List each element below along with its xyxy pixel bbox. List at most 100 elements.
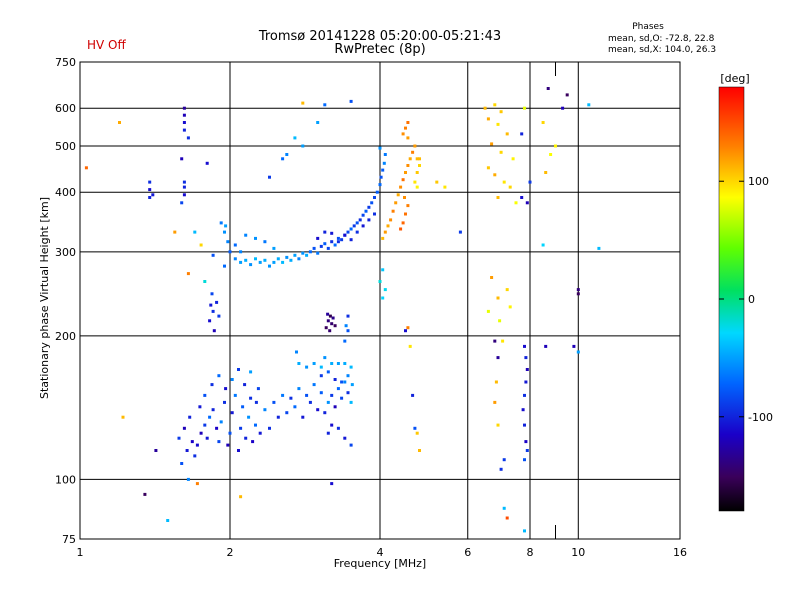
echo-point <box>494 380 498 384</box>
phases-x-stats: mean, sd,X: 104.0, 26.3 <box>608 45 716 55</box>
echo-point <box>496 196 500 199</box>
echo-point <box>404 126 407 130</box>
echo-point <box>219 221 223 225</box>
echo-point <box>404 171 407 174</box>
echo-point <box>493 103 497 107</box>
echo-point <box>276 415 280 419</box>
echo-point <box>502 506 506 510</box>
echo-point <box>211 309 215 313</box>
echo-point <box>249 263 253 267</box>
echo-point <box>561 106 565 110</box>
echo-point <box>190 440 194 444</box>
echo-point <box>346 230 350 234</box>
echo-point <box>523 423 526 427</box>
echo-point <box>415 157 419 161</box>
echo-point <box>336 236 340 240</box>
echo-point <box>328 329 332 333</box>
echo-point <box>554 144 557 148</box>
echo-point <box>319 391 323 395</box>
echo-point <box>254 236 257 240</box>
echo-point <box>381 296 385 300</box>
echo-point <box>525 449 529 452</box>
y-tick-label: 100 <box>55 473 76 486</box>
echo-point <box>219 420 223 424</box>
x-tick-label: 4 <box>377 546 384 559</box>
echo-point <box>281 260 285 264</box>
echo-point <box>404 212 407 216</box>
echo-point <box>328 314 332 318</box>
echo-point <box>541 121 545 124</box>
echo-point <box>496 122 500 126</box>
echo-point <box>383 230 387 234</box>
echo-point <box>346 314 350 318</box>
echo-point <box>215 426 219 430</box>
echo-point <box>523 344 526 348</box>
echo-point <box>244 233 248 237</box>
echo-point <box>312 362 316 365</box>
echo-point <box>331 316 335 320</box>
echo-point <box>244 258 248 262</box>
echo-point <box>319 365 323 369</box>
echo-point <box>544 171 548 174</box>
echo-point <box>268 426 271 430</box>
echo-point <box>215 300 219 304</box>
echo-point <box>490 276 494 279</box>
echo-point <box>326 246 330 250</box>
echo-point <box>336 240 340 244</box>
echo-point <box>224 224 228 228</box>
x-tick-label: 1 <box>77 546 84 559</box>
echo-point <box>349 99 353 103</box>
echo-point <box>343 339 347 343</box>
echo-point <box>308 400 312 404</box>
echo-point <box>524 356 528 360</box>
echo-point <box>203 393 207 397</box>
echo-point <box>544 344 548 348</box>
echo-point <box>239 426 243 430</box>
y-tick-label: 600 <box>55 102 76 115</box>
echo-point <box>340 380 344 384</box>
echo-point <box>324 326 328 330</box>
echo-point <box>413 144 417 148</box>
echo-point <box>523 529 526 533</box>
echo-point <box>211 408 215 412</box>
y-axis-label: Stationary phase Virtual Height [km] <box>38 197 51 399</box>
x-tick-label: 10 <box>571 546 585 559</box>
echo-point <box>381 268 385 272</box>
echo-point <box>413 426 417 430</box>
echo-point <box>343 380 347 384</box>
echo-point <box>349 443 353 447</box>
echo-point <box>358 218 362 222</box>
echo-point <box>336 362 340 365</box>
echo-point <box>223 230 226 234</box>
echo-point <box>330 362 334 365</box>
echo-point <box>254 400 258 404</box>
echo-point <box>281 157 285 161</box>
echo-point <box>458 230 462 234</box>
echo-point <box>418 449 421 452</box>
echo-point <box>276 257 280 261</box>
x-tick-label: 6 <box>464 546 471 559</box>
echo-point <box>572 344 576 348</box>
echo-point <box>505 132 509 136</box>
echo-point <box>182 185 186 189</box>
echo-point <box>182 113 186 117</box>
echo-point <box>333 378 337 381</box>
echo-point <box>378 280 382 283</box>
echo-point <box>203 280 207 283</box>
echo-point <box>333 405 337 409</box>
echo-point <box>498 319 502 323</box>
echo-point <box>301 101 305 105</box>
echo-point <box>336 426 340 430</box>
echo-point <box>193 230 197 234</box>
echo-point <box>511 157 515 161</box>
echo-point <box>319 374 323 378</box>
colorbar-ticks: 100 0 -100 <box>719 175 773 424</box>
echo-point <box>263 258 267 262</box>
echo-point <box>486 309 490 313</box>
echo-point <box>223 400 226 404</box>
echo-point <box>308 250 312 254</box>
echo-point <box>521 408 525 412</box>
echo-point <box>254 423 257 427</box>
echo-point <box>239 495 243 499</box>
